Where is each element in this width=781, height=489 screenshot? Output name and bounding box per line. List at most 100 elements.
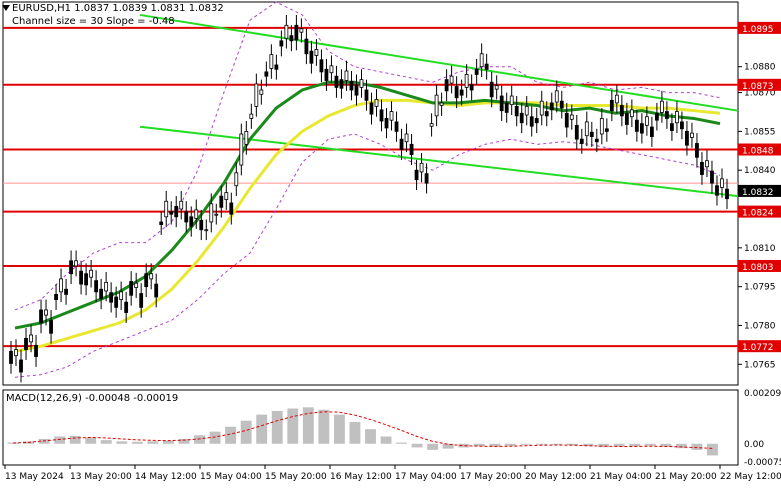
- x-tick-label: 14 May 12:00: [135, 472, 197, 482]
- candle-body: [629, 109, 634, 118]
- macd-histogram-bar: [287, 408, 299, 444]
- x-tick-label: 16 May 12:00: [330, 472, 392, 482]
- candle-body: [469, 84, 474, 91]
- candle-body: [89, 269, 94, 278]
- macd-histogram-bar: [194, 435, 205, 444]
- candle-body: [269, 54, 274, 69]
- candle-body: [199, 219, 204, 231]
- x-tick-label: 17 May 04:00: [395, 472, 457, 482]
- x-tick-label: 22 May 12:00: [720, 472, 781, 482]
- candle-body: [54, 294, 58, 301]
- candle-body: [660, 100, 664, 113]
- candle-body: [474, 68, 479, 75]
- macd-label: MACD(12,26,9) -0.00048 -0.00019: [6, 393, 179, 404]
- candle-body: [554, 90, 559, 103]
- level-label: 1.0848: [742, 147, 774, 157]
- macd-histogram-bar: [240, 420, 252, 444]
- macd-histogram-bar: [380, 436, 392, 444]
- candle-body: [544, 111, 549, 117]
- macd-histogram-bar: [520, 443, 532, 445]
- macd-histogram-bar: [162, 440, 174, 444]
- candle-body: [710, 170, 714, 184]
- candle-body: [449, 75, 454, 84]
- x-tick-label: 21 May 04:00: [590, 472, 652, 482]
- candle-body: [434, 94, 439, 117]
- candle-body: [654, 112, 659, 121]
- level-label: 1.0895: [742, 25, 774, 35]
- candle-body: [329, 65, 334, 74]
- candle-body: [244, 130, 249, 145]
- candle-body: [389, 111, 394, 121]
- candle-body: [194, 209, 199, 219]
- candle-body: [725, 188, 729, 200]
- candle-body: [685, 130, 689, 146]
- macd-tick-label: -0.00075: [744, 458, 781, 468]
- symbol-dropdown-icon[interactable]: [2, 5, 10, 11]
- candle-body: [14, 349, 18, 357]
- macd-histogram-bar: [85, 437, 97, 444]
- candle-body: [700, 162, 704, 175]
- channel-info-label: Channel size = 30 Slope = -0.48: [12, 16, 175, 27]
- candle-body: [39, 309, 43, 324]
- macd-histogram-bar: [691, 443, 703, 450]
- x-tick-label: 15 May 20:00: [265, 472, 327, 482]
- macd-tick-label: 0.00209: [744, 389, 781, 399]
- candle-body: [369, 102, 374, 115]
- candle-body: [574, 124, 579, 140]
- macd-histogram-bar: [644, 443, 656, 446]
- macd-histogram-bar: [333, 414, 345, 444]
- candle-body: [349, 80, 354, 91]
- candle-body: [409, 143, 414, 156]
- candle-body: [479, 53, 484, 68]
- macd-histogram-bar: [318, 409, 330, 444]
- candle-body: [419, 162, 424, 173]
- candle-body: [204, 229, 209, 232]
- candle-body: [139, 293, 144, 308]
- candle-body: [414, 169, 419, 181]
- candle-body: [384, 118, 389, 129]
- candle-body: [84, 273, 89, 286]
- macd-histogram-bar: [613, 443, 625, 447]
- candle-body: [670, 123, 674, 131]
- macd-histogram-bar: [411, 443, 423, 448]
- candle-body: [259, 89, 264, 95]
- candle-body: [675, 111, 679, 124]
- candle-body: [494, 85, 499, 90]
- candle-body: [79, 270, 83, 285]
- macd-histogram-bar: [69, 436, 81, 444]
- macd-histogram-bar: [442, 443, 454, 449]
- candle-body: [609, 99, 614, 112]
- candle-body: [680, 121, 684, 130]
- candle-body: [134, 282, 139, 288]
- candle-body: [720, 178, 724, 188]
- macd-histogram-bar: [225, 426, 237, 444]
- candle-body: [214, 213, 219, 216]
- candle-body: [624, 112, 629, 125]
- candle-body: [184, 211, 189, 223]
- candle-body: [559, 100, 564, 109]
- candle-body: [354, 84, 359, 96]
- level-badge: [738, 21, 781, 34]
- y-tick-label: 1.0765: [744, 360, 776, 370]
- candle-body: [339, 79, 344, 89]
- candle-body: [299, 28, 304, 33]
- candle-body: [429, 123, 434, 127]
- candle-body: [524, 105, 529, 116]
- candle-body: [224, 192, 229, 200]
- candle-body: [49, 319, 53, 334]
- candle-body: [169, 211, 174, 215]
- current-price-badge: [738, 184, 781, 197]
- macd-histogram-bar: [427, 443, 439, 450]
- macd-pane-frame: [2, 389, 739, 466]
- y-tick-label: 1.0810: [744, 244, 776, 254]
- x-tick-label: 13 May 20:00: [70, 472, 132, 482]
- candle-body: [64, 288, 68, 295]
- band-lower: [14, 133, 721, 378]
- candle-body: [189, 216, 194, 227]
- y-tick-label: 1.0880: [744, 63, 776, 73]
- level-label: 1.0772: [742, 343, 774, 353]
- candle-body: [159, 221, 164, 225]
- candle-body: [284, 24, 289, 39]
- macd-histogram-bar: [365, 429, 376, 444]
- macd-histogram-bar: [178, 438, 190, 444]
